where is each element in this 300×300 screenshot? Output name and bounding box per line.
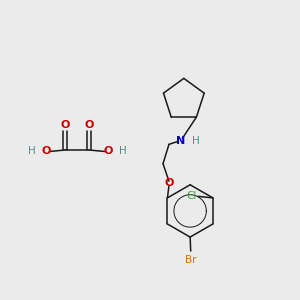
Text: O: O [104,146,113,157]
Text: O: O [84,120,94,130]
Text: N: N [176,136,185,146]
Text: O: O [61,120,70,130]
Text: H: H [28,146,36,157]
Text: Br: Br [185,255,196,265]
Text: H: H [192,136,200,146]
Text: O: O [41,146,51,157]
Text: Cl: Cl [186,191,196,201]
Text: O: O [164,178,174,188]
Text: H: H [119,146,127,157]
